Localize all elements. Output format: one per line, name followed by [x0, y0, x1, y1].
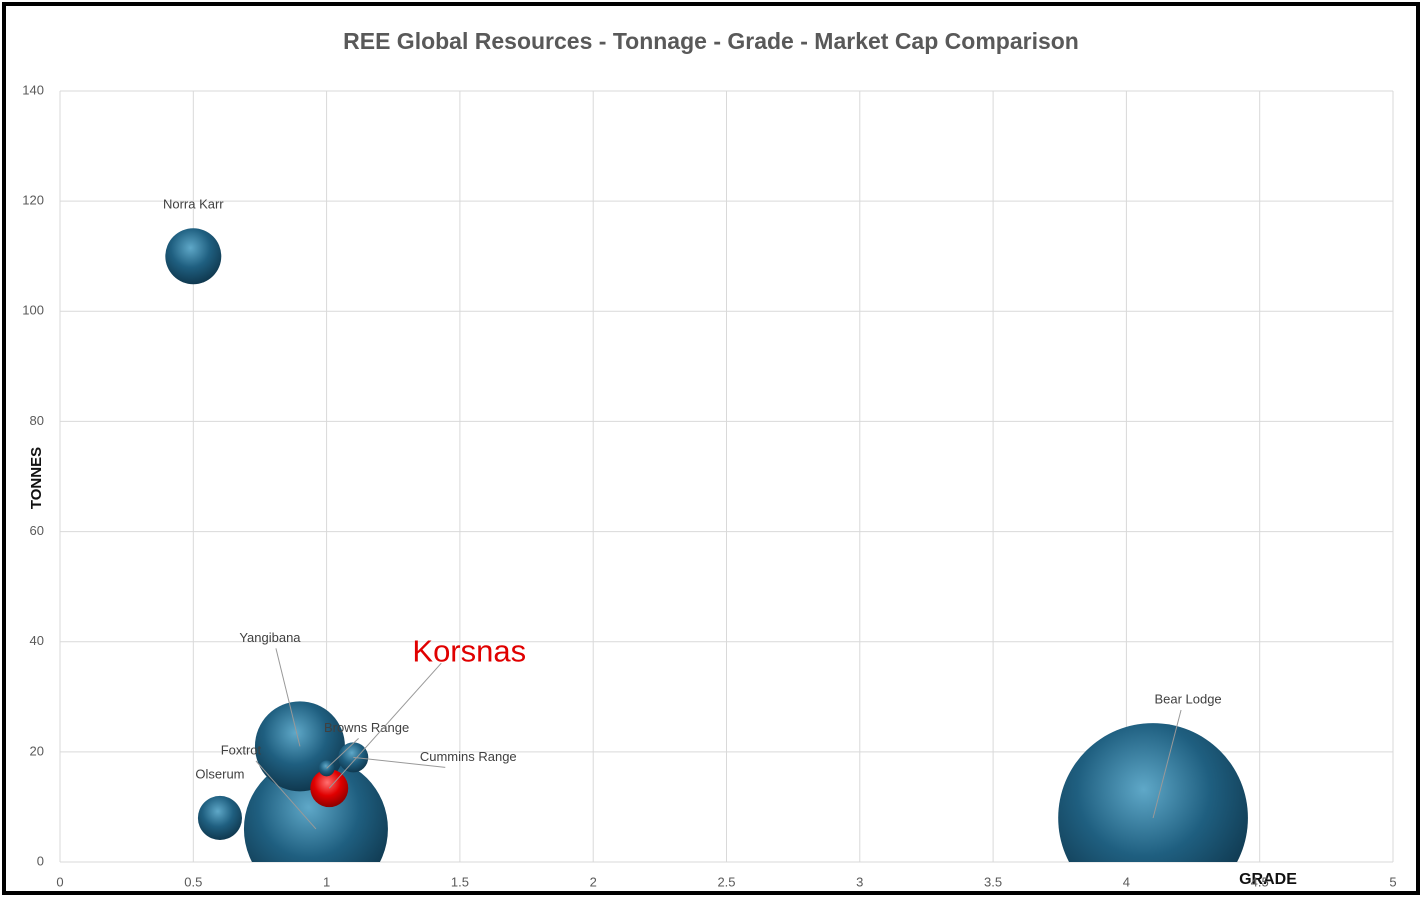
y-tick-label: 100	[22, 303, 44, 318]
y-tick-label: 60	[30, 523, 44, 538]
leader-line	[255, 760, 317, 830]
data-label: Bear Lodge	[1154, 691, 1221, 706]
x-tick-label: 0	[56, 874, 63, 889]
x-tick-label: 1	[323, 874, 330, 889]
data-label: Korsnas	[412, 633, 526, 668]
bubble	[1058, 723, 1248, 862]
data-label: Norra Karr	[163, 197, 224, 212]
bubble	[165, 228, 222, 285]
x-tick-label: 2	[590, 874, 597, 889]
y-tick-label: 120	[22, 193, 44, 208]
leader-line	[353, 756, 446, 768]
data-label: Yangibana	[239, 630, 301, 645]
data-label: Cummins Range	[420, 749, 517, 764]
x-tick-label: 4	[1123, 874, 1130, 889]
y-tick-label: 140	[22, 82, 44, 97]
chart-title: REE Global Resources - Tonnage - Grade -…	[343, 28, 1079, 54]
leader-line	[275, 648, 301, 747]
x-tick-label: 3	[856, 874, 863, 889]
data-label: Foxtrot	[221, 742, 262, 757]
leader-line	[326, 738, 359, 769]
leader-line	[328, 662, 442, 789]
y-tick-label: 40	[30, 633, 44, 648]
y-tick-label: 80	[30, 413, 44, 428]
data-label: Olserum	[195, 766, 244, 781]
leader-line	[1152, 709, 1182, 819]
y-tick-label: 20	[30, 743, 44, 758]
x-tick-label: 2.5	[717, 874, 735, 889]
data-label: Browns Range	[324, 720, 409, 735]
x-tick-label: 3.5	[984, 874, 1002, 889]
x-tick-label: 0.5	[184, 874, 202, 889]
x-tick-label: 5	[1389, 874, 1396, 889]
x-tick-label: 4.5	[1251, 874, 1269, 889]
bubble	[197, 795, 243, 840]
y-tick-label: 0	[37, 853, 44, 868]
x-tick-label: 1.5	[451, 874, 469, 889]
x-axis-title: GRADE	[1239, 871, 1297, 888]
y-axis-title: TONNES	[28, 447, 45, 509]
